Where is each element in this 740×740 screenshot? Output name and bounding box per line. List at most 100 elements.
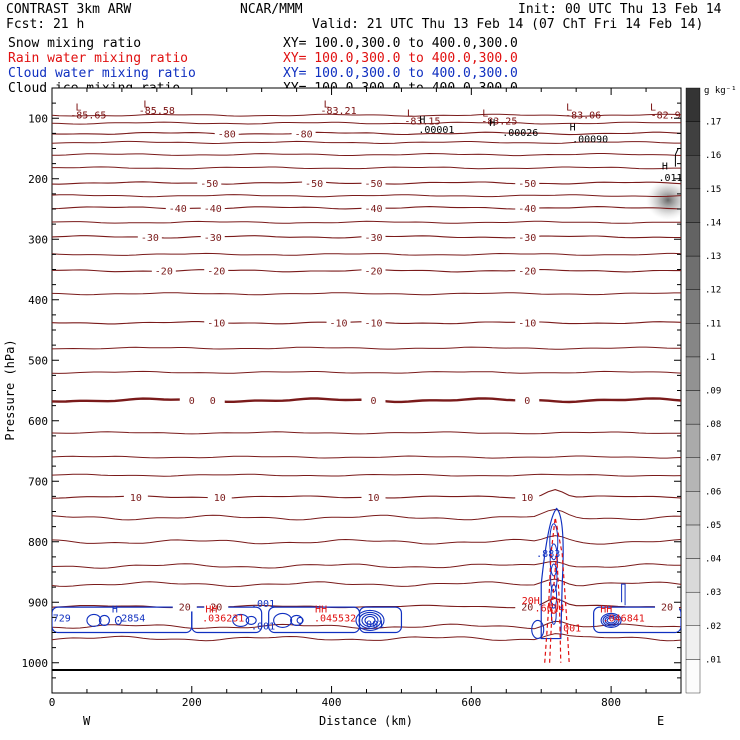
isotherm-line xyxy=(52,194,681,198)
label-mask xyxy=(291,127,316,139)
cloud-water-cell xyxy=(245,615,257,625)
label-mask xyxy=(197,176,222,188)
label-mask xyxy=(361,316,386,328)
colorbar-tick: .17 xyxy=(705,118,721,128)
extremum-label: -83.25 xyxy=(481,116,517,127)
extremum-label: .046841 xyxy=(603,614,645,625)
isotherm-label: -50 xyxy=(364,179,382,190)
isotherm-label: -10 xyxy=(330,319,348,330)
label-mask xyxy=(204,264,229,276)
extremum-label: H xyxy=(570,122,576,133)
x-tick-label: 600 xyxy=(461,696,481,709)
isotherm-line xyxy=(52,152,681,157)
isotherm-label: -20 xyxy=(155,267,173,278)
label-mask xyxy=(515,600,540,612)
colorbar-tick: .09 xyxy=(705,387,721,397)
isotherm-label: -40 xyxy=(169,204,187,215)
isotherm-label: 0 xyxy=(524,396,530,407)
extremum-label: .001 xyxy=(251,599,275,610)
rain-water-contour xyxy=(549,553,562,663)
label-mask xyxy=(515,490,540,502)
label-mask xyxy=(214,127,239,139)
extremum-label: .6614 xyxy=(535,603,565,614)
colorbar-segment xyxy=(685,625,701,660)
contour-labels: -80 -80 -50 -50 -50 -50 -40 -40 -40 -40 -30 -30 -30 -… xyxy=(123,127,680,613)
colorbar-tick: .08 xyxy=(705,420,721,430)
isotherm-label: -10 xyxy=(207,319,225,330)
isotherm-line xyxy=(52,346,681,350)
colorbar-segment xyxy=(685,155,701,190)
extremum-label: .001 xyxy=(251,621,275,632)
isotherm-line xyxy=(52,370,681,374)
label-mask xyxy=(515,176,540,188)
cloud-water-cell xyxy=(358,611,382,629)
y-tick-label: 200 xyxy=(28,173,48,186)
y-tick-label: 700 xyxy=(28,475,48,488)
rain-water-cell xyxy=(549,596,559,614)
y-tick-label: 300 xyxy=(28,233,48,246)
isotherm-label: 0 xyxy=(189,396,195,407)
temperature-contours xyxy=(52,113,681,642)
plot-frame xyxy=(51,87,682,694)
colorbar-segment xyxy=(685,356,701,391)
extremum-label: H xyxy=(662,162,668,173)
isotherm-label: 20 xyxy=(210,602,222,613)
cloud-water-outline xyxy=(593,606,681,634)
cloud-water-cell xyxy=(232,613,250,627)
isotherm-line xyxy=(52,220,681,224)
isotherm-line xyxy=(52,166,681,170)
field-range: XY= 100.0,300.0 to 400.0,300.0 xyxy=(283,36,518,51)
cloud-water-cell xyxy=(602,614,620,627)
isotherm-label: -10 xyxy=(364,319,382,330)
isotherm-label: 0 xyxy=(210,396,216,407)
label-mask xyxy=(151,264,176,276)
colorbar-tick: .02 xyxy=(705,622,721,632)
isotherm-label: -80 xyxy=(295,129,313,140)
isotherm-label: -20 xyxy=(364,267,382,278)
isotherm-label: 10 xyxy=(521,493,533,504)
label-mask xyxy=(204,600,229,612)
x-tick-label: 800 xyxy=(601,696,621,709)
label-mask xyxy=(361,201,386,213)
cloud-water-cell xyxy=(361,613,379,627)
cloud-water-cell xyxy=(355,609,385,631)
cloud-water-contours xyxy=(52,507,681,640)
extremum-label: .036231 xyxy=(202,614,244,625)
colorbar-segment xyxy=(685,188,701,223)
isotherm-label: 20 xyxy=(179,602,191,613)
colorbar-segment xyxy=(685,591,701,626)
init-time: Init: 00 UTC Thu 13 Feb 14 xyxy=(518,2,722,17)
colorbar-tick: .14 xyxy=(705,218,721,228)
extremum-label: .00026 xyxy=(502,128,538,139)
colorbar-tick: .07 xyxy=(705,454,721,464)
colorbar-segment xyxy=(685,222,701,257)
y-tick-label: 800 xyxy=(28,536,48,549)
extremum-label: HH xyxy=(315,605,327,616)
model-title: CONTRAST 3km ARW xyxy=(6,2,131,17)
label-mask xyxy=(361,490,386,502)
extremum-label: H xyxy=(419,115,425,126)
extremum-label: L xyxy=(143,99,149,110)
extremum-label: .2854 xyxy=(115,614,145,625)
field-range: XY= 100.0,300.0 to 400.0,300.0 xyxy=(283,66,518,81)
cloud-water-cell xyxy=(621,583,626,606)
cloud-water-cell xyxy=(600,612,622,628)
extremum-label: .00090 xyxy=(572,134,608,145)
extrema-labels: L-85.65L-85.58L-83.21 L-83.15H.00001L-83.… xyxy=(53,99,683,634)
extremum-label: HH xyxy=(600,605,612,616)
field-name: Snow mixing ratio xyxy=(8,36,141,51)
colorbar: .01 .02 .03 .04 .05 .06 .07 .08 .09 .1 .11 .12 .13 .1… xyxy=(685,87,721,694)
cloud-water-cell xyxy=(606,617,616,624)
colorbar-tick: .13 xyxy=(705,252,721,262)
extremum-label: .883 xyxy=(536,549,560,560)
valid-time: Valid: 21 UTC Thu 13 Feb 14 (07 ChT Fri … xyxy=(312,17,703,32)
x-tick-label: 0 xyxy=(49,696,56,709)
isotherm-label: -50 xyxy=(305,179,323,190)
colorbar-segment xyxy=(685,457,701,492)
east-label: E xyxy=(657,714,664,728)
colorbar-segment xyxy=(685,255,701,290)
convective-cloud-core xyxy=(549,523,559,561)
snow-contours xyxy=(674,148,679,167)
isotherm-label: 20 xyxy=(521,602,533,613)
